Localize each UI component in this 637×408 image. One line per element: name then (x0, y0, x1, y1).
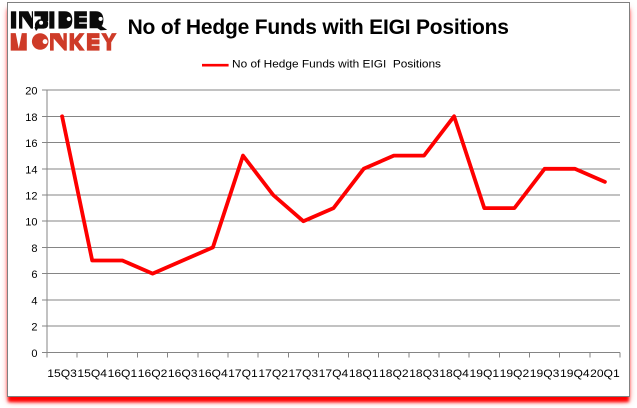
svg-text:20Q1: 20Q1 (590, 368, 620, 380)
svg-text:15Q3: 15Q3 (47, 368, 77, 380)
svg-text:2: 2 (31, 322, 37, 334)
svg-text:4: 4 (31, 295, 37, 307)
svg-text:No of Hedge Funds with EIGI P: No of Hedge Funds with EIGI Positions (232, 59, 442, 71)
svg-text:18Q3: 18Q3 (409, 368, 439, 380)
svg-text:16: 16 (25, 138, 37, 150)
svg-text:15Q4: 15Q4 (77, 368, 107, 380)
svg-text:10: 10 (25, 217, 37, 229)
svg-text:18: 18 (25, 112, 37, 124)
svg-text:19Q3: 19Q3 (530, 368, 560, 380)
svg-text:18Q2: 18Q2 (379, 368, 409, 380)
svg-text:14: 14 (25, 164, 37, 176)
svg-text:8: 8 (31, 243, 37, 255)
svg-text:16Q3: 16Q3 (168, 368, 198, 380)
svg-text:18Q1: 18Q1 (349, 368, 379, 380)
svg-text:17Q2: 17Q2 (258, 368, 288, 380)
svg-text:16Q1: 16Q1 (108, 368, 138, 380)
svg-text:17Q4: 17Q4 (319, 368, 349, 380)
svg-text:19Q4: 19Q4 (560, 368, 590, 380)
svg-text:16Q4: 16Q4 (198, 368, 228, 380)
svg-text:16Q2: 16Q2 (138, 368, 168, 380)
svg-text:17Q3: 17Q3 (289, 368, 319, 380)
svg-text:0: 0 (31, 348, 37, 360)
svg-text:6: 6 (31, 269, 37, 281)
svg-text:17Q1: 17Q1 (228, 368, 258, 380)
svg-text:19Q2: 19Q2 (500, 368, 530, 380)
svg-text:18Q4: 18Q4 (439, 368, 469, 380)
svg-text:20: 20 (25, 86, 37, 98)
svg-text:19Q1: 19Q1 (470, 368, 500, 380)
svg-text:12: 12 (25, 191, 37, 203)
